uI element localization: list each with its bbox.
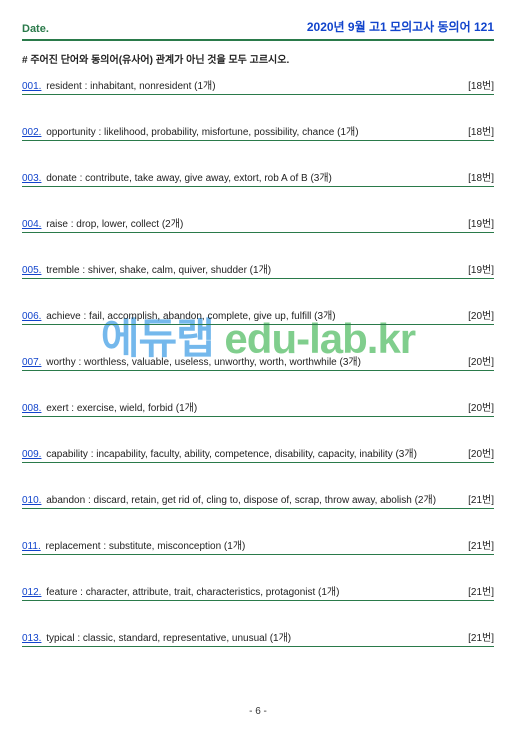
- item-left: 012. feature : character, attribute, tra…: [22, 583, 339, 598]
- item-left: 004. raise : drop, lower, collect (2개): [22, 215, 183, 230]
- item-number: 008.: [22, 403, 41, 414]
- date-label: Date.: [22, 23, 49, 35]
- item-text: opportunity : likelihood, probability, m…: [43, 127, 358, 138]
- item-ref: [21번]: [460, 491, 494, 506]
- item-ref: [18번]: [460, 77, 494, 92]
- item-text: donate : contribute, take away, give awa…: [43, 173, 331, 184]
- item-row: 008. exert : exercise, wield, forbid (1개…: [22, 396, 494, 417]
- item-text: tremble : shiver, shake, calm, quiver, s…: [43, 265, 271, 276]
- item-number: 013.: [22, 633, 41, 644]
- instruction: # 주어진 단어와 동의어(유사어) 관계가 아닌 것을 모두 고르시오.: [22, 51, 494, 66]
- item-text: replacement : substitute, misconception …: [43, 541, 246, 552]
- item-row: 003. donate : contribute, take away, giv…: [22, 166, 494, 187]
- item-left: 013. typical : classic, standard, repres…: [22, 629, 291, 644]
- item-number: 010.: [22, 495, 41, 506]
- item-number: 007.: [22, 357, 41, 368]
- item-row: 012. feature : character, attribute, tra…: [22, 580, 494, 601]
- item-left: 006. achieve : fail, accomplish, abandon…: [22, 307, 336, 322]
- page-footer: - 6 -: [0, 706, 516, 717]
- item-number: 011.: [22, 541, 41, 552]
- item-text: typical : classic, standard, representat…: [43, 633, 291, 644]
- item-row: 002. opportunity : likelihood, probabili…: [22, 120, 494, 141]
- items-list: 001. resident : inhabitant, nonresident …: [22, 74, 494, 647]
- item-number: 003.: [22, 173, 41, 184]
- item-ref: [20번]: [460, 307, 494, 322]
- item-row: 011. replacement : substitute, misconcep…: [22, 534, 494, 555]
- item-left: 010. abandon : discard, retain, get rid …: [22, 491, 436, 506]
- item-ref: [21번]: [460, 629, 494, 644]
- item-number: 009.: [22, 449, 41, 460]
- item-text: capability : incapability, faculty, abil…: [43, 449, 416, 460]
- item-ref: [18번]: [460, 123, 494, 138]
- item-left: 001. resident : inhabitant, nonresident …: [22, 77, 216, 92]
- item-ref: [21번]: [460, 537, 494, 552]
- item-left: 002. opportunity : likelihood, probabili…: [22, 123, 359, 138]
- item-number: 006.: [22, 311, 41, 322]
- item-text: worthy : worthless, valuable, useless, u…: [43, 357, 360, 368]
- item-left: 005. tremble : shiver, shake, calm, quiv…: [22, 261, 271, 276]
- item-row: 004. raise : drop, lower, collect (2개) [1…: [22, 212, 494, 233]
- item-ref: [20번]: [460, 353, 494, 368]
- item-left: 009. capability : incapability, faculty,…: [22, 445, 417, 460]
- item-row: 009. capability : incapability, faculty,…: [22, 442, 494, 463]
- item-ref: [18번]: [460, 169, 494, 184]
- item-left: 008. exert : exercise, wield, forbid (1개…: [22, 399, 197, 414]
- item-row: 001. resident : inhabitant, nonresident …: [22, 74, 494, 95]
- header: Date. 2020년 9월 고1 모의고사 동의어 121: [22, 18, 494, 41]
- item-number: 002.: [22, 127, 41, 138]
- item-left: 011. replacement : substitute, misconcep…: [22, 537, 245, 552]
- item-left: 003. donate : contribute, take away, giv…: [22, 169, 332, 184]
- item-text: feature : character, attribute, trait, c…: [43, 587, 339, 598]
- item-ref: [20번]: [460, 445, 494, 460]
- item-ref: [21번]: [460, 583, 494, 598]
- item-number: 005.: [22, 265, 41, 276]
- item-ref: [19번]: [460, 261, 494, 276]
- item-ref: [20번]: [460, 399, 494, 414]
- item-text: raise : drop, lower, collect (2개): [43, 219, 183, 230]
- item-row: 013. typical : classic, standard, repres…: [22, 626, 494, 647]
- item-row: 007. worthy : worthless, valuable, usele…: [22, 350, 494, 371]
- item-ref: [19번]: [460, 215, 494, 230]
- item-left: 007. worthy : worthless, valuable, usele…: [22, 353, 361, 368]
- item-text: abandon : discard, retain, get rid of, c…: [43, 495, 436, 506]
- item-row: 010. abandon : discard, retain, get rid …: [22, 488, 494, 509]
- item-text: achieve : fail, accomplish, abandon, com…: [43, 311, 335, 322]
- item-text: resident : inhabitant, nonresident (1개): [43, 81, 215, 92]
- item-row: 005. tremble : shiver, shake, calm, quiv…: [22, 258, 494, 279]
- item-number: 004.: [22, 219, 41, 230]
- doc-title: 2020년 9월 고1 모의고사 동의어 121: [307, 18, 494, 35]
- item-text: exert : exercise, wield, forbid (1개): [43, 403, 197, 414]
- item-row: 006. achieve : fail, accomplish, abandon…: [22, 304, 494, 325]
- item-number: 001.: [22, 81, 41, 92]
- item-number: 012.: [22, 587, 41, 598]
